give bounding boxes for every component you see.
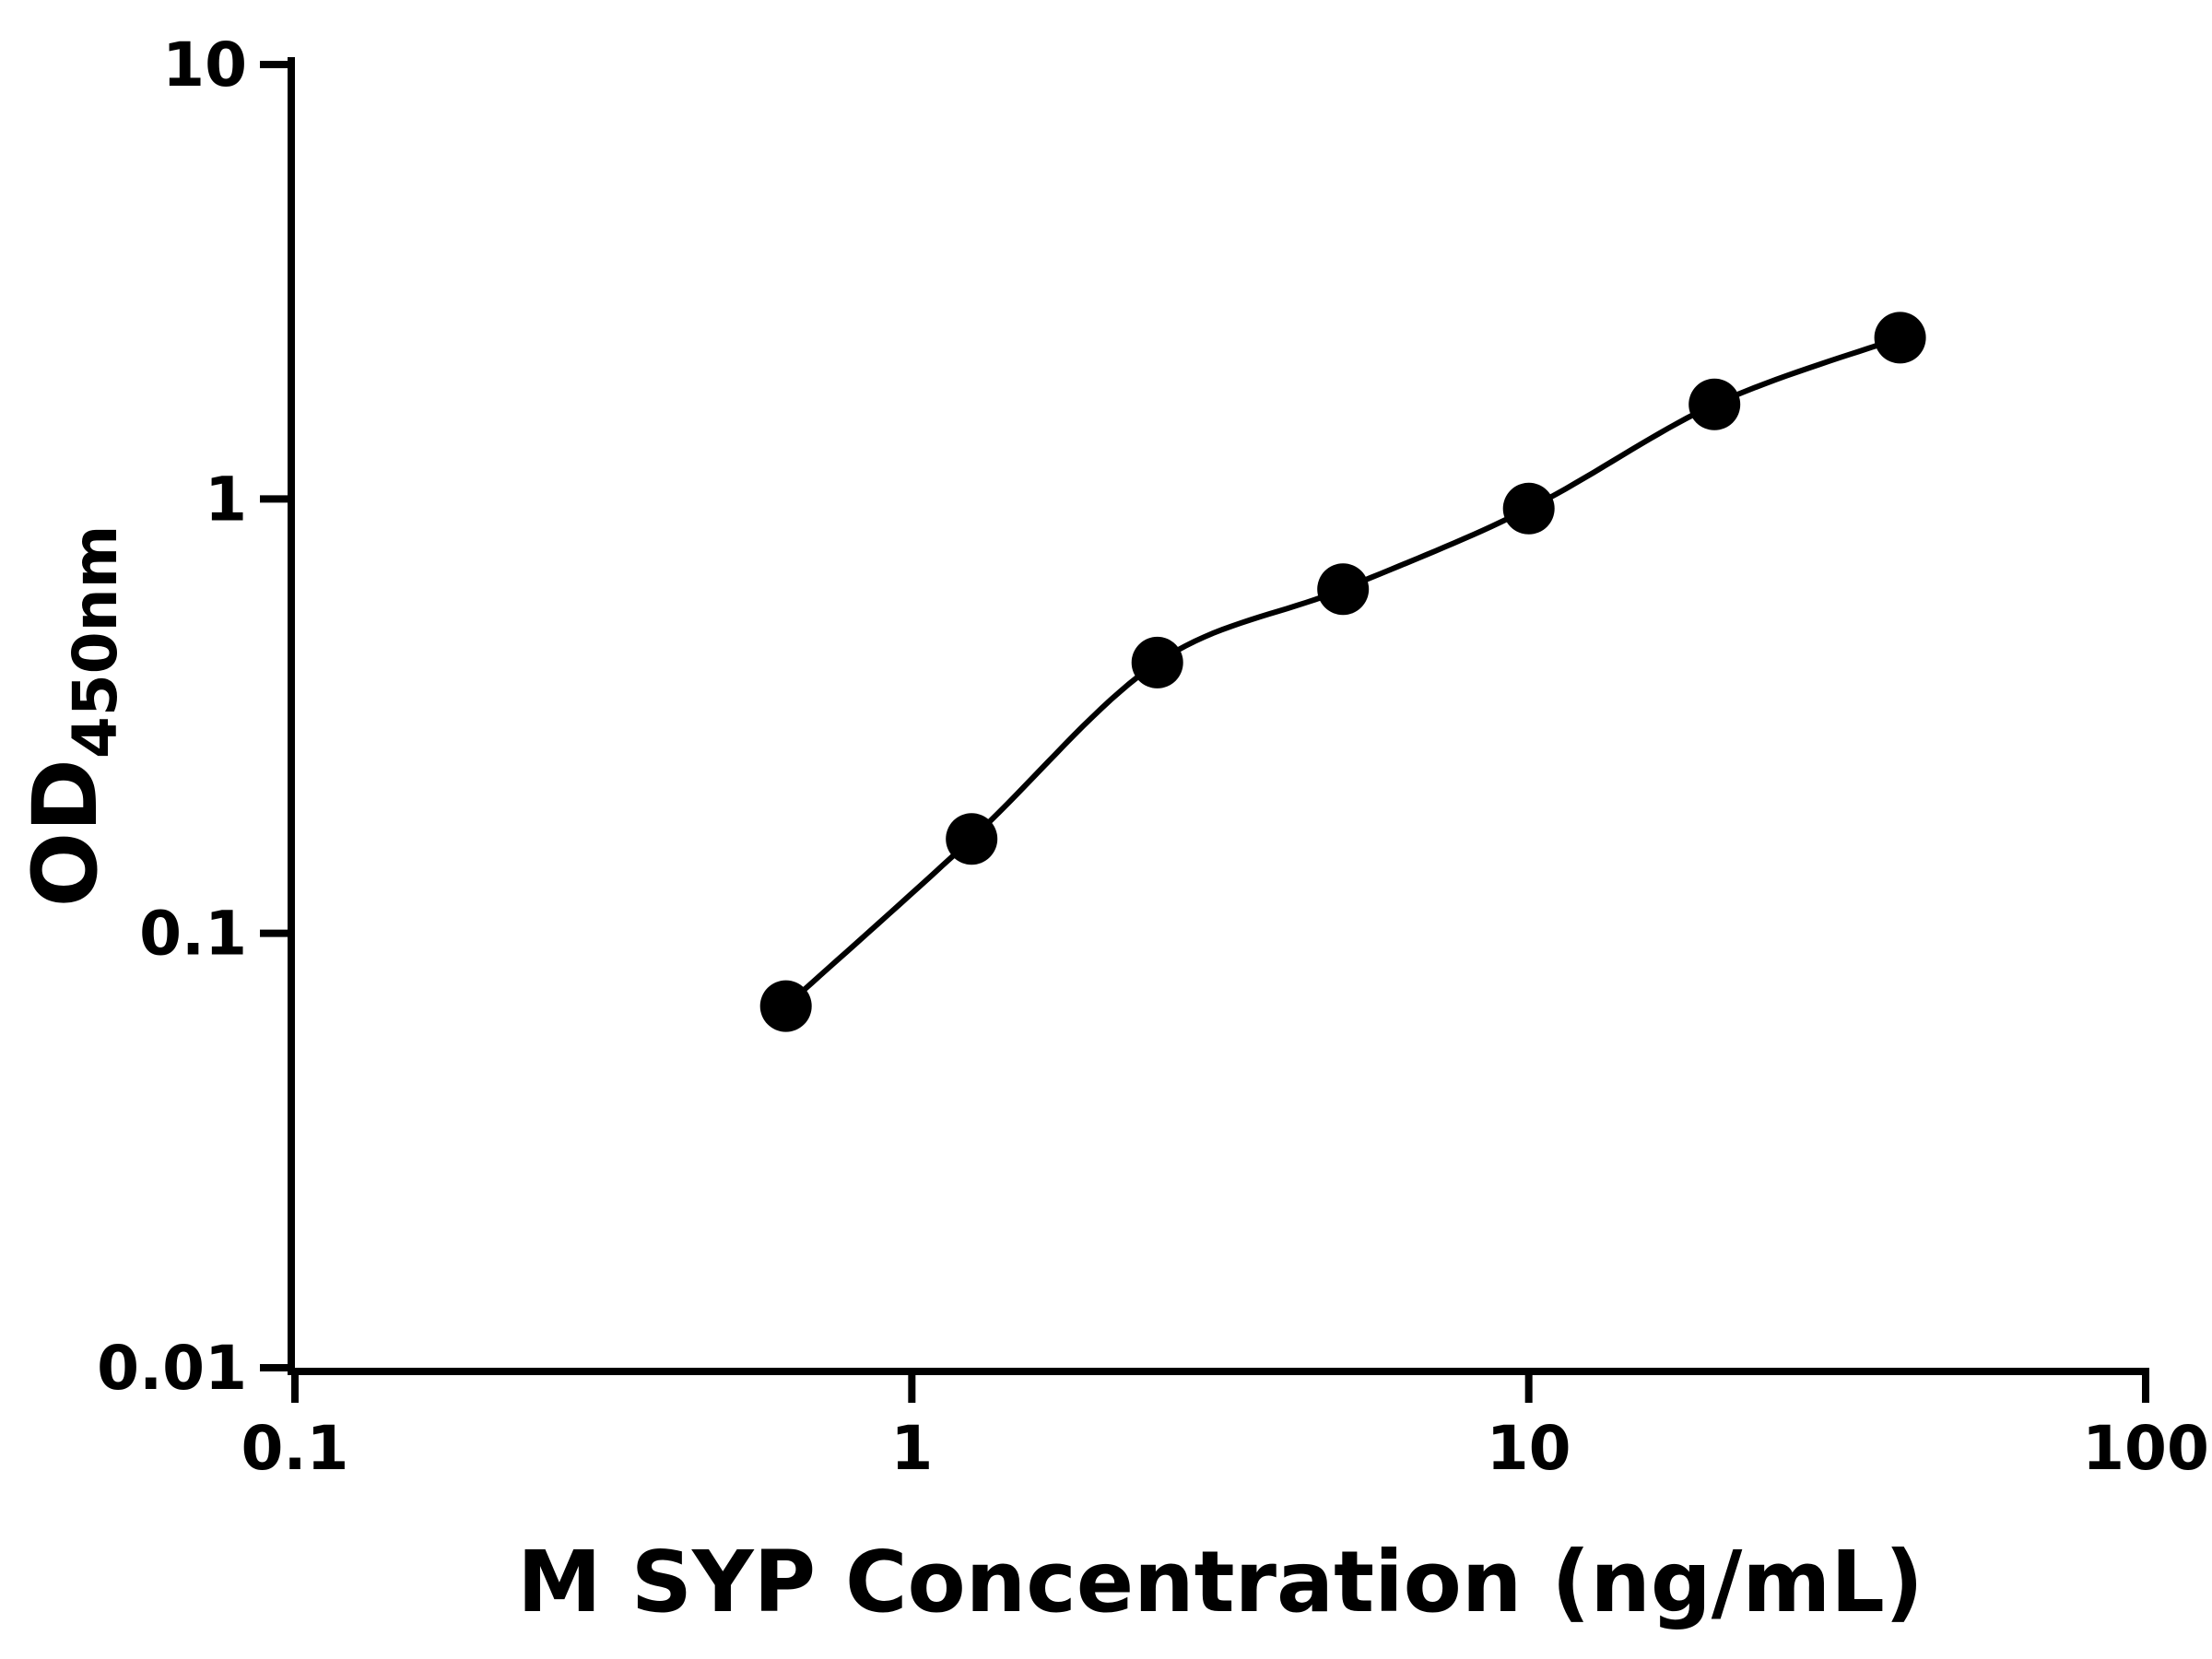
data-point <box>1874 312 1926 364</box>
data-point <box>1317 563 1370 616</box>
x-tick-label: 10 <box>1487 1413 1571 1484</box>
data-point <box>946 813 998 865</box>
data-point <box>759 980 812 1032</box>
x-tick-label: 1 <box>890 1413 933 1484</box>
data-point <box>1131 636 1183 688</box>
axes-spines <box>288 57 2149 1375</box>
x-axis-ticks <box>291 1371 2149 1403</box>
data-point <box>1502 482 1555 535</box>
y-axis-title-subscript: 450nm <box>60 525 131 759</box>
data-point <box>1688 378 1741 430</box>
y-tick-label: 10 <box>162 29 247 100</box>
x-axis-title: M SYP Concentration (ng/mL) <box>517 1533 1924 1631</box>
y-axis-title: OD450nm <box>14 525 131 908</box>
y-tick-label: 0.1 <box>139 899 247 970</box>
x-tick-label: 0.1 <box>241 1413 349 1484</box>
y-tick-label: 0.01 <box>97 1333 247 1404</box>
y-axis-tick-labels: 0.01 0.1 1 10 <box>97 29 247 1404</box>
x-axis-tick-labels: 0.1 1 10 100 <box>241 1413 2209 1484</box>
x-tick-label: 100 <box>2082 1413 2209 1484</box>
y-tick-label: 1 <box>205 464 247 535</box>
fit-curve <box>783 335 1901 1008</box>
data-points <box>759 312 1926 1032</box>
y-axis-title-main: OD <box>14 759 117 907</box>
y-axis-ticks <box>260 61 291 1371</box>
